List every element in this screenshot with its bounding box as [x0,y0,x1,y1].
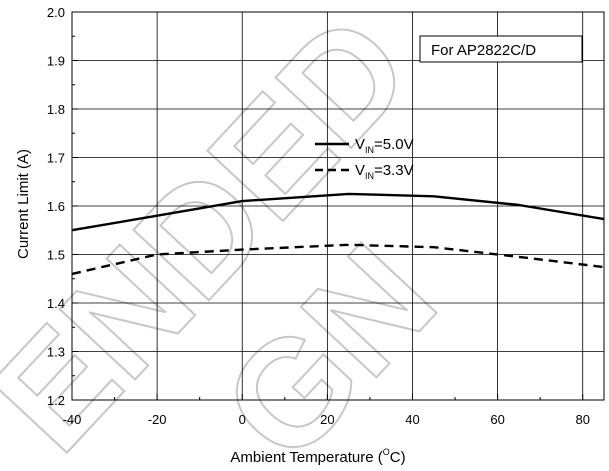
series-line-5v [71,192,605,232]
x-tick-label: -40 [63,412,82,427]
y-tick-label: 1.5 [47,248,65,263]
y-tick-label: 1.4 [47,296,65,311]
series-group [71,192,605,276]
y-tick-label: 1.9 [47,54,65,69]
x-tick-labels: -40 -20 0 20 40 60 80 [63,412,590,427]
legend: VIN=5.0V VIN=3.3V [315,136,414,181]
y-tick-label: 1.8 [47,102,65,117]
y-tick-label: 1.6 [47,199,65,214]
x-tick-label: -20 [148,412,167,427]
y-tick-label: 1.7 [47,151,65,166]
y-tick-label: 1.2 [47,393,65,408]
x-tick-label: 0 [239,412,246,427]
x-axis-title: Ambient Temperature (OC) [230,447,405,466]
y-tick-label: 2.0 [47,5,65,20]
x-tick-label: 40 [405,412,419,427]
annotation-box: For AP2822C/D [419,35,583,63]
y-tick-label: 1.3 [47,345,65,360]
x-tick-label: 60 [490,412,504,427]
y-tick-labels: 1.2 1.3 1.4 1.5 1.6 1.7 1.8 1.9 2.0 [47,5,65,408]
x-tick-label: 80 [575,412,589,427]
legend-label-5v: VIN=5.0V [355,136,414,155]
legend-label-3v3: VIN=3.3V [355,162,414,181]
tick-marks [71,11,584,401]
annotation-text: For AP2822C/D [431,42,536,59]
x-tick-label: 20 [320,412,334,427]
y-axis-title: Current Limit (A) [15,149,32,259]
